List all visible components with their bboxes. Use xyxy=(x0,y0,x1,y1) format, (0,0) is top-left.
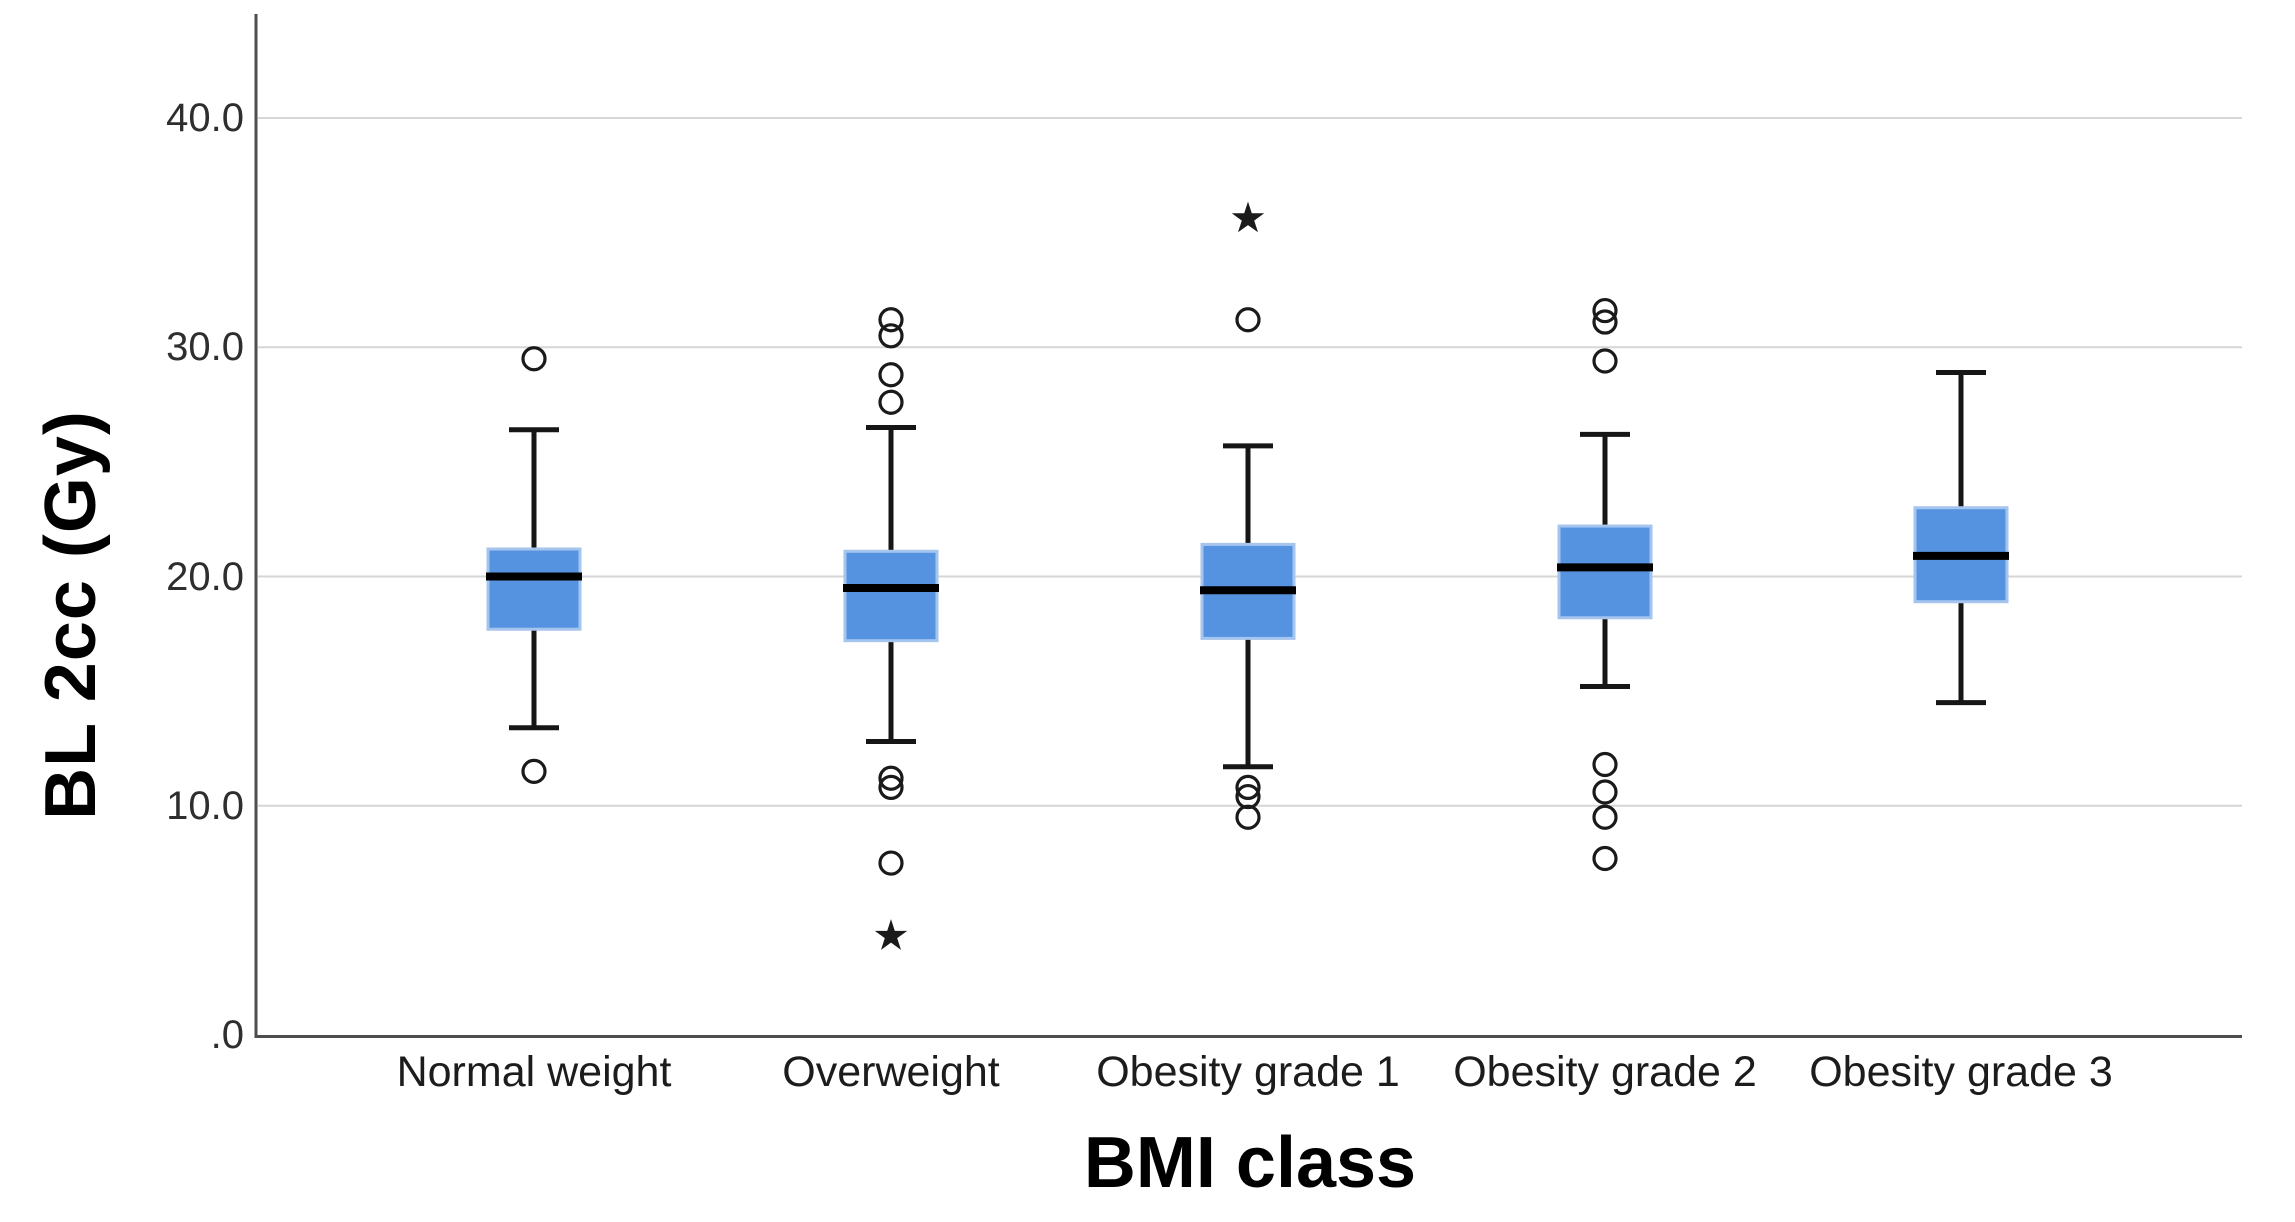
x-category-label: Obesity grade 1 xyxy=(1096,1048,1400,1096)
outlier-circle xyxy=(878,774,904,801)
outlier-circle xyxy=(1592,309,1618,335)
y-tick-label: .0 xyxy=(210,1013,244,1057)
box-iqr xyxy=(486,547,582,631)
outlier-circle xyxy=(1235,804,1261,830)
outlier-circle xyxy=(878,850,904,876)
box-iqr xyxy=(1557,524,1653,620)
outlier-circle xyxy=(1592,779,1618,805)
outlier-circle xyxy=(1592,297,1618,324)
extreme-star xyxy=(874,919,908,950)
x-axis-title: BMI class xyxy=(1083,1123,1417,1203)
y-tick-label: 40.0 xyxy=(166,96,244,140)
box-iqr xyxy=(843,549,939,643)
extreme-star xyxy=(1231,201,1265,233)
outlier-circle xyxy=(1592,751,1618,778)
outlier-circle xyxy=(878,389,904,415)
outlier-circle xyxy=(1592,348,1618,374)
outlier-circle xyxy=(1235,307,1261,333)
outlier-circle xyxy=(878,323,904,349)
y-tick-label: 30.0 xyxy=(166,325,244,370)
outlier-circle xyxy=(521,346,547,372)
y-axis-title: BL 2cc (Gy) xyxy=(31,410,111,820)
outlier-circle xyxy=(521,758,547,784)
outlier-circle xyxy=(878,307,904,333)
x-category-label: Obesity grade 3 xyxy=(1809,1048,2113,1096)
y-tick-label: 20.0 xyxy=(166,554,244,599)
y-tick-label: 10.0 xyxy=(166,783,244,828)
outlier-circle xyxy=(878,362,904,388)
x-category-label: Normal weight xyxy=(396,1048,672,1096)
x-category-label: Overweight xyxy=(782,1048,1000,1096)
outlier-circle xyxy=(1592,804,1618,830)
x-category-label: Obesity grade 2 xyxy=(1453,1048,1757,1096)
outlier-circle xyxy=(878,765,904,791)
outlier-circle xyxy=(1235,774,1261,801)
outlier-circle xyxy=(1592,845,1618,872)
